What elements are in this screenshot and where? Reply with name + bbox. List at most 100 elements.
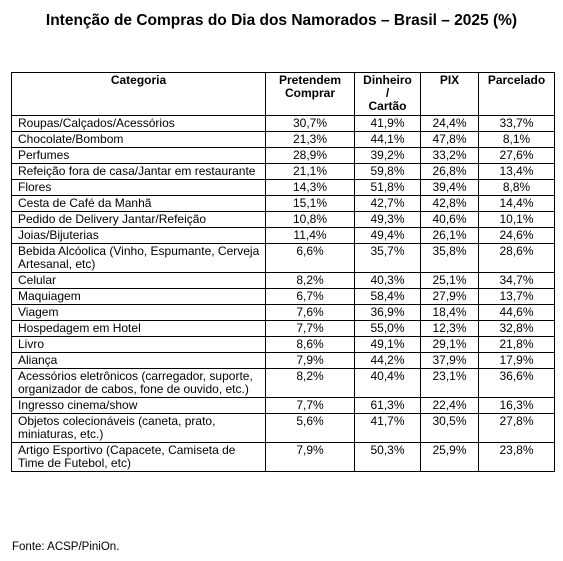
cell-pix: 26,8% [420,163,479,180]
header-parcelado: Parcelado [478,72,555,116]
cell-categoria: Acessórios eletrônicos (carregador, supo… [11,368,266,398]
cell-categoria: Cesta de Café da Manhã [11,195,266,212]
cell-pix: 29,1% [420,336,479,353]
cell-categoria: Roupas/Calçados/Acessórios [11,115,266,132]
cell-pretendem: 8,2% [265,368,355,398]
cell-categoria: Artigo Esportivo (Capacete, Camiseta de … [11,442,266,472]
cell-pix: 40,6% [420,211,479,228]
cell-parcelado: 10,1% [478,211,555,228]
table-row: Roupas/Calçados/Acessórios 30,7% 41,9% 24,4… [11,115,555,132]
cell-pretendem: 7,7% [265,320,355,337]
table-row: Chocolate/Bombom 21,3% 44,1% 47,8% 8,1% [11,131,555,148]
table-row: Objetos colecionáveis (caneta, prato, mi… [11,413,555,443]
cell-dinheiro: 42,7% [354,195,421,212]
cell-pretendem: 8,2% [265,272,355,289]
cell-parcelado: 32,8% [478,320,555,337]
page-title: Intenção de Compras do Dia dos Namorados… [45,12,518,29]
cell-pix: 35,8% [420,243,479,273]
cell-parcelado: 27,8% [478,413,555,443]
cell-parcelado: 13,4% [478,163,555,180]
cell-pretendem: 8,6% [265,336,355,353]
cell-pretendem: 7,6% [265,304,355,321]
cell-pix: 23,1% [420,368,479,398]
table-row: Aliança 7,9% 44,2% 37,9% 17,9% [11,352,555,369]
cell-dinheiro: 35,7% [354,243,421,273]
cell-parcelado: 13,7% [478,288,555,305]
table-row: Maquiagem 6,7% 58,4% 27,9% 13,7% [11,288,555,305]
cell-dinheiro: 39,2% [354,147,421,164]
table-row: Pedido de Delivery Jantar/Refeição 10,8% 4… [11,211,555,228]
cell-pretendem: 7,9% [265,442,355,472]
cell-pix: 42,8% [420,195,479,212]
cell-parcelado: 8,1% [478,131,555,148]
cell-categoria: Viagem [11,304,266,321]
cell-categoria: Celular [11,272,266,289]
cell-dinheiro: 49,3% [354,211,421,228]
cell-pretendem: 28,9% [265,147,355,164]
cell-parcelado: 8,8% [478,179,555,196]
cell-pix: 24,4% [420,115,479,132]
table-row: Refeição fora de casa/Jantar em restaura… [11,163,555,180]
purchase-intent-table: Categoria Pretendem Comprar Dinheiro / C… [11,72,555,472]
cell-categoria: Bebida Alcóolica (Vinho, Espumante, Cerv… [11,243,266,273]
cell-pix: 26,1% [420,227,479,244]
cell-dinheiro: 61,3% [354,397,421,414]
cell-pretendem: 5,6% [265,413,355,443]
cell-dinheiro: 44,1% [354,131,421,148]
table-row: Viagem 7,6% 36,9% 18,4% 44,6% [11,304,555,321]
cell-categoria: Flores [11,179,266,196]
table-row: Joias/Bijuterias 11,4% 49,4% 26,1% 24,6% [11,227,555,244]
cell-parcelado: 44,6% [478,304,555,321]
cell-pretendem: 14,3% [265,179,355,196]
cell-pix: 30,5% [420,413,479,443]
cell-pretendem: 10,8% [265,211,355,228]
table-row: Ingresso cinema/show 7,7% 61,3% 22,4% 16,3% [11,397,555,414]
table-row: Cesta de Café da Manhã 15,1% 42,7% 42,8% 14,… [11,195,555,212]
cell-pix: 25,1% [420,272,479,289]
cell-parcelado: 21,8% [478,336,555,353]
cell-pix: 18,4% [420,304,479,321]
table-row: Artigo Esportivo (Capacete, Camiseta de … [11,442,555,472]
cell-categoria: Objetos colecionáveis (caneta, prato, mi… [11,413,266,443]
cell-parcelado: 24,6% [478,227,555,244]
cell-pix: 37,9% [420,352,479,369]
cell-dinheiro: 49,4% [354,227,421,244]
cell-parcelado: 33,7% [478,115,555,132]
table-row: Bebida Alcóolica (Vinho, Espumante, Cerv… [11,243,555,273]
cell-pretendem: 30,7% [265,115,355,132]
cell-categoria: Maquiagem [11,288,266,305]
cell-dinheiro: 36,9% [354,304,421,321]
cell-categoria: Refeição fora de casa/Jantar em restaura… [11,163,266,180]
cell-categoria: Livro [11,336,266,353]
cell-dinheiro: 40,3% [354,272,421,289]
cell-dinheiro: 50,3% [354,442,421,472]
cell-parcelado: 23,8% [478,442,555,472]
cell-pix: 27,9% [420,288,479,305]
header-dinheiro-cartao: Dinheiro / Cartão [354,72,421,116]
cell-dinheiro: 51,8% [354,179,421,196]
header-pix: PIX [420,72,479,116]
cell-categoria: Joias/Bijuterias [11,227,266,244]
table-row: Flores 14,3% 51,8% 39,4% 8,8% [11,179,555,196]
table-row: Acessórios eletrônicos (carregador, supo… [11,368,555,398]
table-row: Celular 8,2% 40,3% 25,1% 34,7% [11,272,555,289]
cell-pretendem: 6,7% [265,288,355,305]
table-row: Perfumes 28,9% 39,2% 33,2% 27,6% [11,147,555,164]
cell-categoria: Perfumes [11,147,266,164]
cell-dinheiro: 59,8% [354,163,421,180]
cell-pretendem: 7,7% [265,397,355,414]
cell-pix: 25,9% [420,442,479,472]
cell-categoria: Ingresso cinema/show [11,397,266,414]
cell-pix: 39,4% [420,179,479,196]
cell-pretendem: 21,1% [265,163,355,180]
cell-categoria: Pedido de Delivery Jantar/Refeição [11,211,266,228]
cell-pretendem: 11,4% [265,227,355,244]
cell-pix: 22,4% [420,397,479,414]
cell-dinheiro: 40,4% [354,368,421,398]
cell-categoria: Hospedagem em Hotel [11,320,266,337]
cell-parcelado: 17,9% [478,352,555,369]
table-row: Hospedagem em Hotel 7,7% 55,0% 12,3% 32,8% [11,320,555,337]
cell-parcelado: 28,6% [478,243,555,273]
cell-categoria: Chocolate/Bombom [11,131,266,148]
header-categoria: Categoria [11,72,266,116]
